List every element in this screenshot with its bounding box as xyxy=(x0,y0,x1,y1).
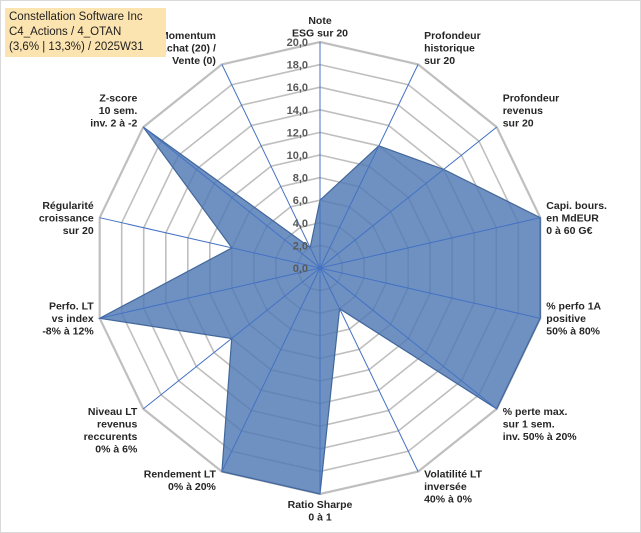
axis-labels: Note ESG sur 20 Profondeur historique sur 20… xyxy=(39,15,607,524)
tick-label: 6,0 xyxy=(293,195,308,207)
spoke-5 xyxy=(319,267,498,410)
spoke-12 xyxy=(142,126,321,269)
spoke-1 xyxy=(319,64,419,269)
spokes xyxy=(99,42,541,494)
title-line-1: Constellation Software Inc xyxy=(9,11,143,23)
category-label: Ratio Sharpe 0 à 1 xyxy=(288,499,353,524)
category-label: Profondeur historique sur 20 xyxy=(424,30,481,67)
tick-label: 16,0 xyxy=(287,82,308,94)
category-label: Volatilité LT inversée 40% à 0% xyxy=(424,469,483,506)
category-label: Perfo. LT vs index -8% à 12% xyxy=(42,301,94,338)
category-label: Rendement LT 0% à 20% xyxy=(144,469,217,494)
spoke-11 xyxy=(99,217,321,269)
category-label: Régularité croissance sur 20 xyxy=(39,200,94,237)
tick-label: 14,0 xyxy=(287,105,308,117)
category-label: Z-score 10 sem. inv. 2 à -2 xyxy=(90,93,137,130)
spoke-9 xyxy=(142,267,321,410)
spoke-10 xyxy=(99,267,321,319)
spoke-6 xyxy=(319,267,419,472)
chart-title: Constellation Software Inc C4_Actions / … xyxy=(5,8,166,57)
category-label: % perfo 1A positive 50% à 80% xyxy=(546,301,601,338)
tick-label: 12,0 xyxy=(287,127,308,139)
category-label: Note ESG sur 20 xyxy=(292,15,348,40)
category-label: Niveau LT revenus reccurents 0% à 6% xyxy=(84,406,138,456)
spoke-13 xyxy=(221,64,321,269)
tick-label: 8,0 xyxy=(293,173,308,185)
tick-label: 0,0 xyxy=(293,263,308,275)
tick-label: 2,0 xyxy=(293,240,308,252)
category-label: Profondeur revenus sur 20 xyxy=(503,93,560,130)
title-line-2: C4_Actions / 4_OTAN xyxy=(9,26,122,38)
tick-labels: 0,0 2,0 4,0 6,0 8,0 10,0 12,0 14,0 16,0 18,0 20,0 xyxy=(287,37,308,275)
tick-label: 18,0 xyxy=(287,60,308,72)
tick-label: 4,0 xyxy=(293,218,308,230)
spoke-3 xyxy=(319,217,541,269)
tick-label: 10,0 xyxy=(287,150,308,162)
title-line-3: (3,6% | 13,3%) / 2025W31 xyxy=(9,41,144,53)
spoke-4 xyxy=(319,267,541,319)
category-label: Capi. bours. en MdEUR 0 à 60 G€ xyxy=(546,200,607,237)
category-label: % perte max. sur 1 sem. inv. 50% à 20% xyxy=(503,406,578,443)
spoke-8 xyxy=(221,267,321,472)
spoke-2 xyxy=(319,126,498,269)
tick-label: 20,0 xyxy=(287,37,308,49)
category-label: Momentum Achat (20) / Vente (0) xyxy=(159,30,216,67)
